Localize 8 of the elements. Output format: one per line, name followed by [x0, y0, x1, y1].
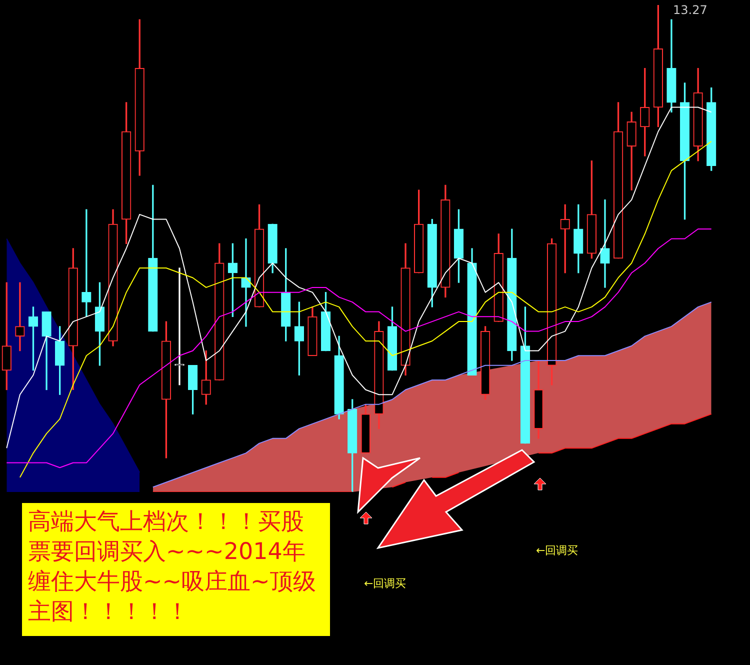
candlestick	[241, 238, 251, 327]
annotation: 13.27	[673, 3, 708, 17]
candlestick	[600, 199, 610, 288]
candlestick	[82, 209, 92, 318]
text: ←回调买	[536, 543, 578, 558]
text: ←回调买	[364, 576, 406, 591]
text: 高端大气上档次！！！买股票要回调买入~~~2014年缠住大牛股~~吸庄血~顶级主图！！！！！	[22, 503, 330, 636]
candlestick	[15, 282, 25, 352]
